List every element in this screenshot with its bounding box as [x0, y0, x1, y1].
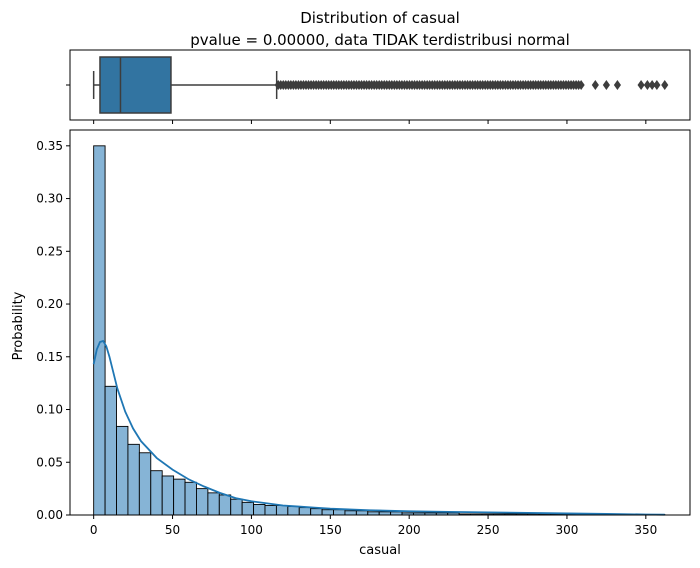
histogram-bar — [253, 504, 266, 516]
x-tick-label: 250 — [477, 523, 500, 537]
y-tick-label: 0.10 — [36, 403, 63, 417]
histogram-bar — [264, 505, 277, 516]
x-tick-label: 300 — [555, 523, 578, 537]
x-axis-label: casual — [359, 543, 401, 558]
histogram-frame — [69, 129, 691, 516]
x-tick-label: 100 — [240, 523, 263, 537]
outlier-point — [643, 79, 651, 91]
histogram-bar — [173, 478, 186, 516]
y-axis-label: Probability — [11, 291, 26, 360]
y-tick-label: 0.35 — [36, 139, 63, 153]
histogram-bar — [196, 488, 209, 516]
histogram-bar — [310, 508, 323, 516]
chart-title-line-1: Distribution of casual — [300, 9, 460, 27]
histogram-bar — [127, 443, 140, 516]
kde-curve — [92, 339, 665, 516]
outlier-point — [602, 79, 610, 91]
x-tick-label: 350 — [634, 523, 657, 537]
histogram-bar — [138, 452, 152, 516]
histogram-bar — [218, 494, 232, 516]
boxplot-panel — [66, 49, 691, 124]
histogram-bar — [298, 507, 312, 516]
outlier-point — [591, 79, 599, 91]
histogram-bar — [207, 492, 220, 516]
histogram-bar — [321, 509, 334, 516]
histogram-bar — [333, 509, 346, 516]
x-tick-label: 0 — [90, 523, 98, 537]
outlier-point — [653, 79, 661, 91]
histogram-bar — [287, 506, 300, 516]
y-tick-label: 0.00 — [36, 508, 63, 522]
histogram-panel: 0 50 100 150 200 250 300 350 0.00 0.05 0.10 0.15 0.2… — [36, 129, 691, 537]
outlier-point — [648, 79, 656, 91]
histogram-bar — [355, 510, 369, 516]
histogram-bar — [93, 145, 106, 516]
histogram-bar — [104, 385, 117, 516]
outlier-point — [661, 79, 669, 91]
outlier-point — [613, 79, 621, 91]
outlier-point — [637, 79, 645, 91]
y-tick-label: 0.15 — [36, 350, 63, 364]
x-tick-label: 200 — [398, 523, 421, 537]
x-tick-label: 150 — [319, 523, 342, 537]
histogram-bar — [241, 501, 255, 516]
y-tick-label: 0.20 — [36, 297, 63, 311]
y-tick-label: 0.30 — [36, 192, 63, 206]
histogram-bar — [161, 475, 175, 516]
x-tick-label: 50 — [165, 523, 180, 537]
box-iqr — [99, 56, 172, 114]
histogram-bar — [184, 481, 197, 516]
histogram-bar — [116, 425, 129, 516]
y-tick-label: 0.25 — [36, 244, 63, 258]
histogram-bar — [150, 470, 163, 516]
y-tick-label: 0.05 — [36, 455, 63, 469]
histogram-bar — [230, 498, 243, 516]
histogram-bar — [275, 505, 289, 516]
histogram-bar — [344, 510, 357, 516]
chart-title-line-2: pvalue = 0.00000, data TIDAK terdistribu… — [190, 31, 570, 49]
outlier-point — [577, 79, 585, 91]
